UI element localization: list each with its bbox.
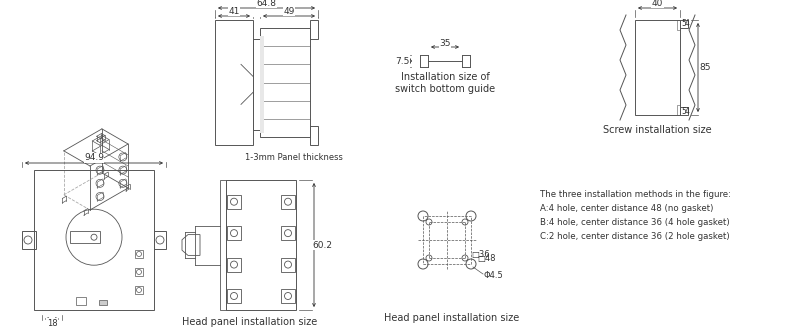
Text: 94.9: 94.9: [84, 153, 104, 162]
Text: 7.5: 7.5: [395, 56, 409, 65]
Text: 18: 18: [46, 318, 58, 327]
Text: 41: 41: [228, 7, 240, 16]
Bar: [99, 300, 107, 305]
Bar: [677, 20, 680, 30]
Bar: [281, 289, 295, 303]
Bar: [154, 231, 166, 249]
Bar: [227, 195, 241, 209]
Text: □48: □48: [477, 253, 495, 262]
Bar: [135, 250, 143, 258]
Text: 1-3mm Panel thickness: 1-3mm Panel thickness: [245, 152, 343, 161]
Text: 40: 40: [652, 0, 663, 8]
Bar: [281, 258, 295, 272]
Text: 5: 5: [681, 19, 686, 28]
Text: 35: 35: [439, 39, 450, 48]
Bar: [310, 20, 318, 39]
Bar: [227, 226, 241, 240]
Bar: [680, 107, 688, 115]
Bar: [260, 28, 310, 137]
Text: 64.8: 64.8: [257, 0, 277, 8]
Text: 5: 5: [681, 107, 686, 116]
Bar: [227, 289, 241, 303]
Text: Head panel installation size: Head panel installation size: [182, 317, 318, 327]
Text: □36: □36: [471, 249, 490, 258]
Text: 4: 4: [685, 19, 690, 28]
Bar: [215, 20, 253, 145]
Bar: [281, 226, 295, 240]
Bar: [310, 126, 318, 145]
Bar: [635, 20, 680, 115]
Bar: [677, 105, 680, 115]
Bar: [226, 180, 296, 310]
Bar: [227, 258, 241, 272]
Text: 49: 49: [283, 7, 294, 16]
Bar: [260, 36, 264, 133]
Bar: [22, 231, 36, 249]
Bar: [70, 231, 100, 243]
Text: 85: 85: [699, 63, 710, 72]
Bar: [76, 297, 86, 305]
Text: Head panel installation size: Head panel installation size: [384, 313, 520, 323]
Bar: [220, 180, 226, 310]
Bar: [34, 170, 154, 310]
Text: 60.2: 60.2: [312, 241, 332, 249]
Text: Screw installation size: Screw installation size: [603, 125, 712, 135]
Text: Installation size of
switch bottom guide: Installation size of switch bottom guide: [395, 72, 495, 94]
Bar: [135, 286, 143, 294]
Text: The three installation methods in the figure:
A:4 hole, center distance 48 (no g: The three installation methods in the fi…: [540, 190, 731, 241]
Bar: [281, 195, 295, 209]
Bar: [253, 39, 260, 130]
Bar: [680, 20, 688, 28]
Bar: [135, 268, 143, 276]
Text: 4: 4: [685, 107, 690, 116]
Text: Φ4.5: Φ4.5: [484, 271, 504, 280]
